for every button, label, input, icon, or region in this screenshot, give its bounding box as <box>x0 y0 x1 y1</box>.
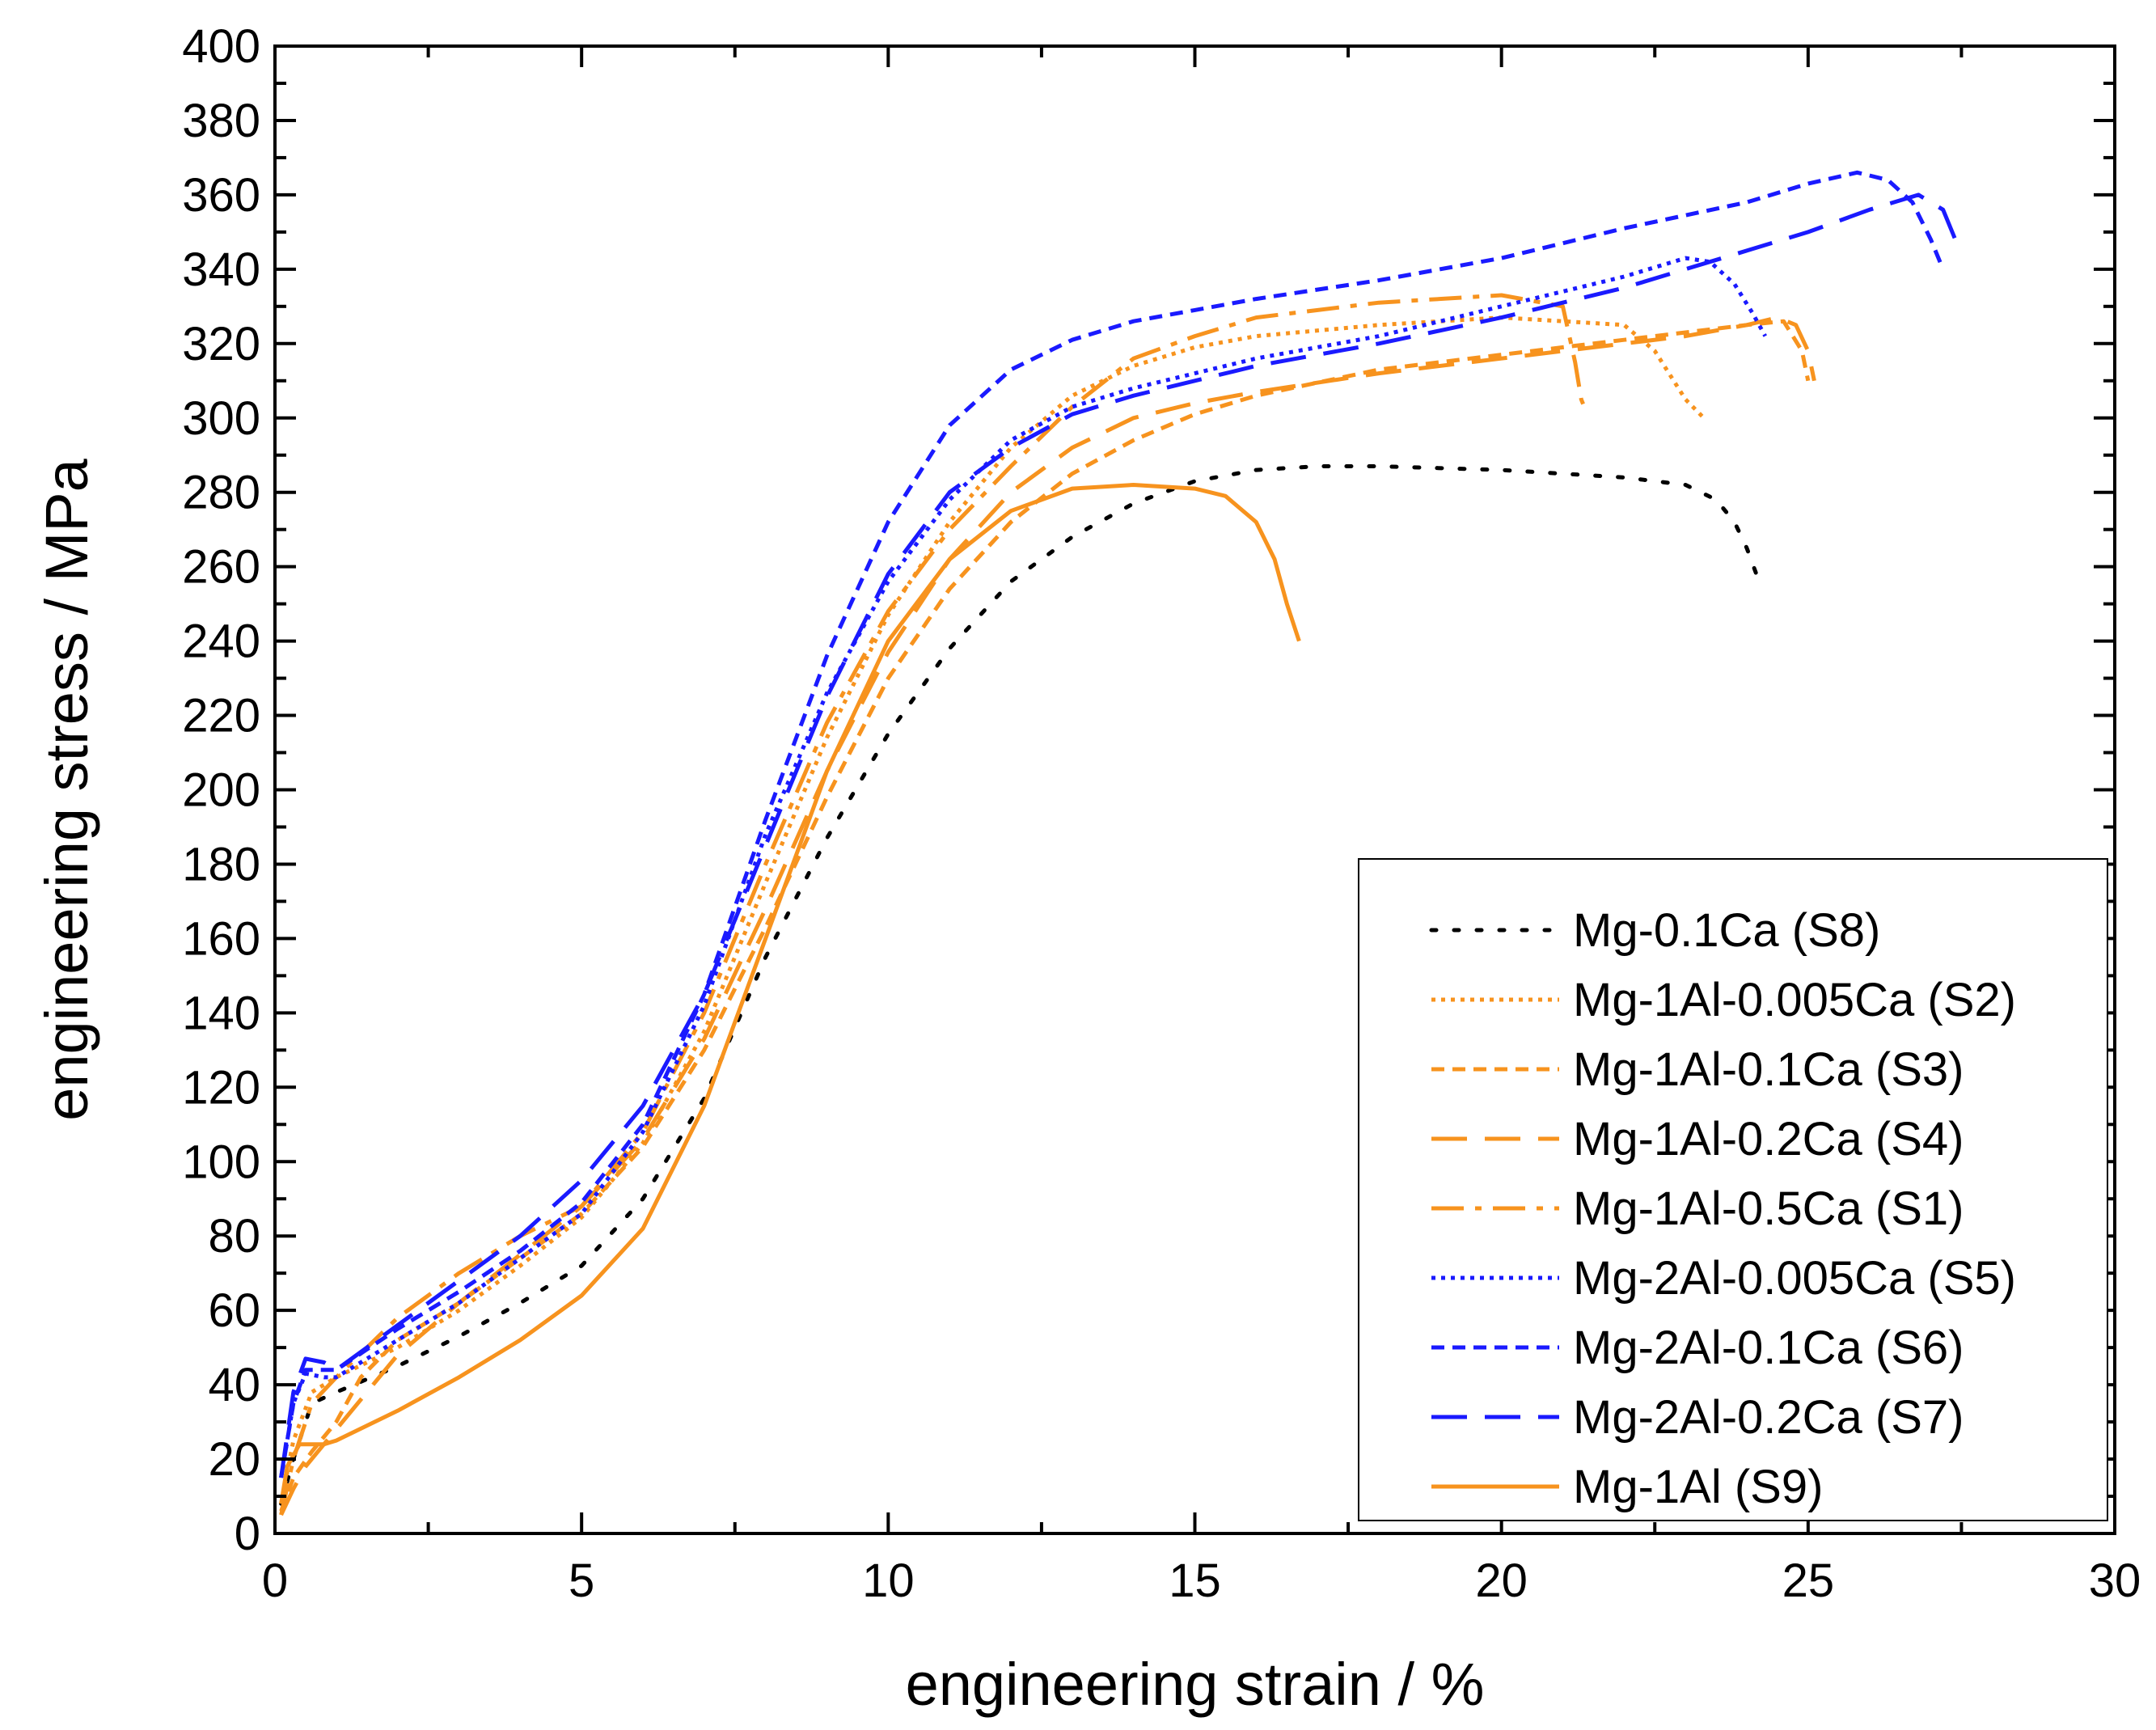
y-tick-label: 180 <box>182 838 260 890</box>
y-tick-label: 400 <box>182 20 260 73</box>
y-tick-label: 120 <box>182 1061 260 1114</box>
y-tick-label: 340 <box>182 243 260 296</box>
y-tick-label: 140 <box>182 987 260 1039</box>
x-tick-label: 30 <box>2089 1554 2141 1607</box>
x-tick-label: 20 <box>1475 1554 1528 1607</box>
legend-label-9: Mg-1Al (S9) <box>1573 1461 1823 1513</box>
y-tick-label: 160 <box>182 912 260 965</box>
series-line-7 <box>279 170 1946 1478</box>
series-line-1 <box>279 464 1761 1506</box>
y-tick-label: 60 <box>208 1284 260 1337</box>
tick-labels-group: 0 5 10 15 20 25 300204060801001201401601802002… <box>182 20 2141 1607</box>
legend-label-3: Mg-1Al-0.1Ca (S3) <box>1573 1043 1964 1096</box>
series-line-4 <box>279 315 1816 1516</box>
y-tick-label: 360 <box>182 169 260 222</box>
y-tick-label: 40 <box>208 1359 260 1411</box>
series-line-9 <box>279 483 1301 1504</box>
legend-label-7: Mg-2Al-0.1Ca (S6) <box>1573 1322 1964 1374</box>
series-group <box>279 170 1958 1516</box>
y-tick-label: 80 <box>208 1210 260 1263</box>
y-tick-label: 300 <box>182 392 260 445</box>
y-tick-label: 20 <box>208 1433 260 1486</box>
legend: Mg-0.1Ca (S8) Mg-1Al-0.005Ca (S2) Mg-1Al-0… <box>1358 858 2108 1521</box>
legend-label-4: Mg-1Al-0.2Ca (S4) <box>1573 1113 1964 1165</box>
y-tick-label: 0 <box>235 1508 260 1560</box>
x-axis-title: engineering strain / % <box>906 1651 1485 1718</box>
y-tick-label: 100 <box>182 1136 260 1188</box>
y-axis-title: engineering stress / MPa <box>33 458 100 1120</box>
y-tick-label: 280 <box>182 467 260 519</box>
x-tick-label: 10 <box>862 1554 915 1607</box>
x-tick-label: 0 <box>262 1554 288 1607</box>
series-line-8 <box>279 192 1958 1478</box>
series-line-5 <box>279 293 1587 1516</box>
y-tick-label: 240 <box>182 615 260 668</box>
x-tick-label: 15 <box>1169 1554 1221 1607</box>
legend-label-8: Mg-2Al-0.2Ca (S7) <box>1573 1391 1964 1444</box>
x-tick-label: 5 <box>569 1554 594 1607</box>
y-tick-label: 220 <box>182 690 260 742</box>
legend-frame <box>1358 858 2108 1521</box>
series-line-3 <box>279 319 1811 1512</box>
legend-label-1: Mg-0.1Ca (S8) <box>1573 904 1880 957</box>
y-tick-label: 200 <box>182 764 260 817</box>
legend-label-2: Mg-1Al-0.005Ca (S2) <box>1573 974 2016 1026</box>
x-tick-label: 25 <box>1782 1554 1835 1607</box>
y-tick-label: 260 <box>182 541 260 594</box>
legend-label-6: Mg-2Al-0.005Ca (S5) <box>1573 1252 2016 1305</box>
y-tick-label: 380 <box>182 95 260 147</box>
y-tick-label: 320 <box>182 318 260 370</box>
legend-label-5: Mg-1Al-0.5Ca (S1) <box>1573 1182 1964 1235</box>
